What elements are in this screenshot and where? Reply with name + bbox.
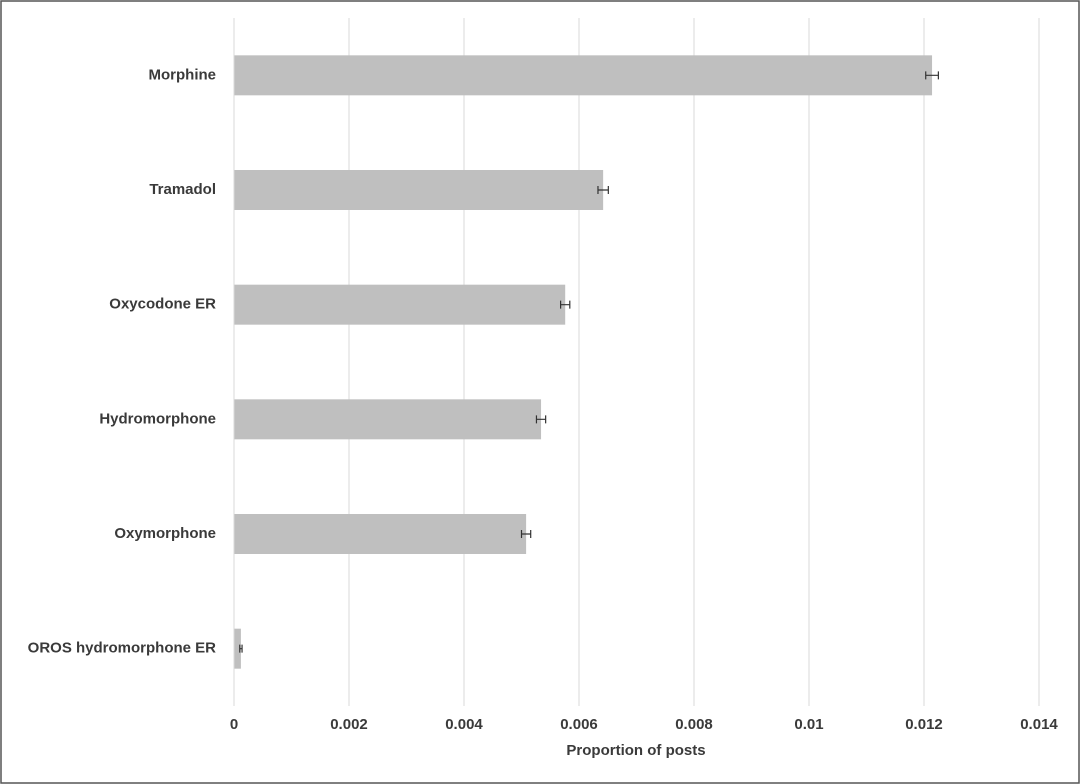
bar xyxy=(234,399,542,440)
y-tick-label: Hydromorphone xyxy=(99,410,216,427)
y-tick-label: Tramadol xyxy=(149,181,216,198)
x-tick-label: 0.012 xyxy=(905,716,943,733)
x-tick-label: 0.004 xyxy=(445,716,483,733)
error-bar xyxy=(520,530,532,538)
bar xyxy=(234,628,241,669)
error-bar xyxy=(535,415,547,424)
error-bar xyxy=(597,186,609,194)
x-tick-label: 0.006 xyxy=(560,716,598,733)
bar xyxy=(234,55,933,96)
x-tick-label: 0.01 xyxy=(794,716,823,733)
bar xyxy=(234,284,566,325)
bar xyxy=(234,514,527,554)
x-axis-label: Proportion of posts xyxy=(566,742,705,759)
x-tick-label: 0 xyxy=(230,716,238,733)
y-tick-label: Oxycodone ER xyxy=(109,296,216,313)
error-bar xyxy=(560,300,571,309)
x-tick-label: 0.014 xyxy=(1020,716,1058,733)
x-tick-label: 0.002 xyxy=(330,716,368,733)
bar xyxy=(234,170,604,210)
y-tick-label: OROS hydromorphone ER xyxy=(28,640,217,657)
y-tick-label: Oxymorphone xyxy=(114,525,216,542)
error-bar xyxy=(239,644,243,653)
x-tick-label: 0.008 xyxy=(675,716,713,733)
error-bar xyxy=(925,71,939,80)
y-tick-label: Morphine xyxy=(149,66,217,83)
